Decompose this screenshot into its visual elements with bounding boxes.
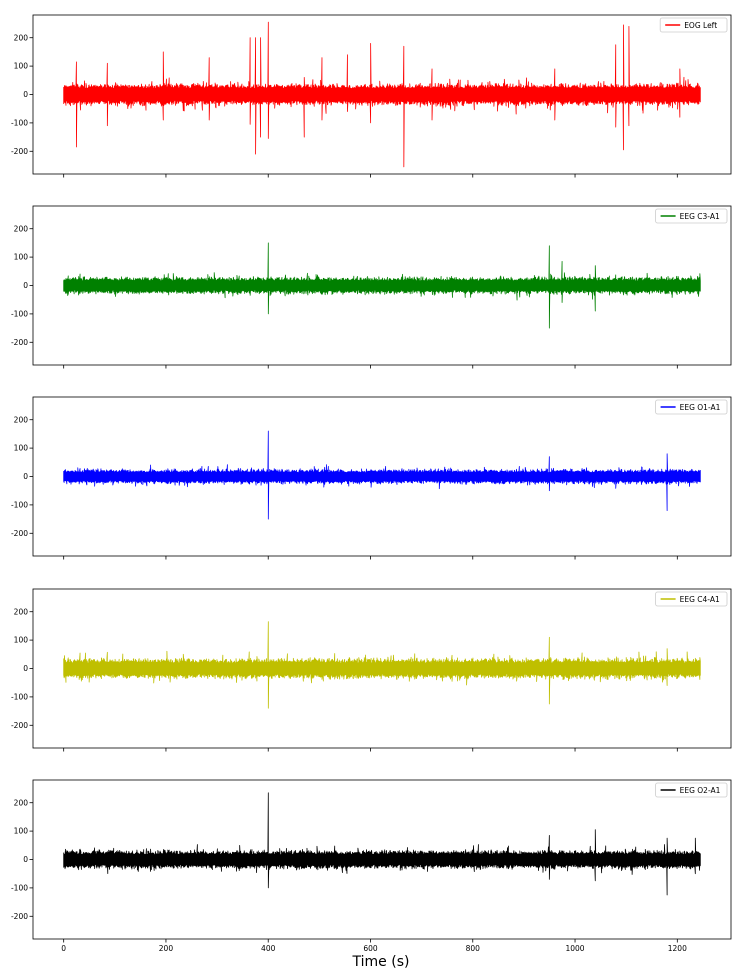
y-tick-label: -100 [11,883,28,892]
y-tick-label: 0 [23,472,28,481]
y-tick-label: 0 [23,664,28,673]
legend-label: EOG Left [684,21,717,30]
y-tick-label: 100 [14,62,29,71]
x-tick-label: 600 [363,944,378,953]
legend: EOG Left [659,17,728,33]
legend-box [655,208,728,224]
legend-box [655,782,728,798]
series-line [63,430,701,520]
legend-box [655,591,728,607]
y-tick-label: 0 [23,90,28,99]
y-tick-label: 200 [14,798,29,807]
subplot-2: -200 -100 0 100 200 EEG C3-A1 [11,205,732,369]
y-tick-label: 100 [14,444,29,453]
y-tick-label: 100 [14,636,29,645]
legend: EEG O1-A1 [655,399,728,415]
legend-box [659,17,728,33]
x-tick-label: 400 [261,944,276,953]
legend-label: EEG O1-A1 [680,403,721,412]
x-tick-label: 1000 [565,944,584,953]
y-tick-label: 0 [23,281,28,290]
legend-label: EEG C4-A1 [680,595,720,604]
subplot-5: -200 -100 0 100 200 0 200 400 600 800 1000 1200 EEG … [11,779,732,953]
y-tick-label: 200 [14,33,29,42]
y-tick-label: 100 [14,253,29,262]
subplot-3: -200 -100 0 100 200 EEG O1-A1 [11,396,732,560]
x-tick-label: 800 [466,944,481,953]
y-tick-label: -200 [11,721,28,730]
series-line [63,21,701,168]
x-tick-label: 0 [61,944,66,953]
x-axis-label: Time (s) [352,954,410,970]
x-tick-label: 200 [159,944,174,953]
legend: EEG O2-A1 [655,782,728,798]
subplot-4: -200 -100 0 100 200 EEG C4-A1 [11,588,732,752]
legend-label: EEG C3-A1 [680,212,720,221]
y-tick-label: 0 [23,855,28,864]
series-line [63,242,701,329]
y-tick-label: 200 [14,607,29,616]
y-tick-label: 200 [14,224,29,233]
y-tick-label: -200 [11,147,28,156]
y-tick-label: -100 [11,118,28,127]
y-tick-label: -100 [11,500,28,509]
legend: EEG C3-A1 [655,208,728,224]
x-tick-label: 1200 [668,944,687,953]
y-tick-label: -200 [11,529,28,538]
series-line [63,621,701,709]
subplot-1: -200 -100 0 100 200 EOG Left [11,14,732,178]
y-tick-label: 100 [14,827,29,836]
y-tick-label: -100 [11,309,28,318]
y-tick-label: -200 [11,338,28,347]
legend-label: EEG O2-A1 [680,786,721,795]
legend: EEG C4-A1 [655,591,728,607]
panels-group: -200 -100 0 100 200 EOG Left -200 -100 0 100 200 EE… [11,14,732,953]
series-line [63,792,701,896]
legend-box [655,399,728,415]
y-tick-label: -100 [11,692,28,701]
y-tick-label: 200 [14,415,29,424]
y-tick-label: -200 [11,912,28,921]
